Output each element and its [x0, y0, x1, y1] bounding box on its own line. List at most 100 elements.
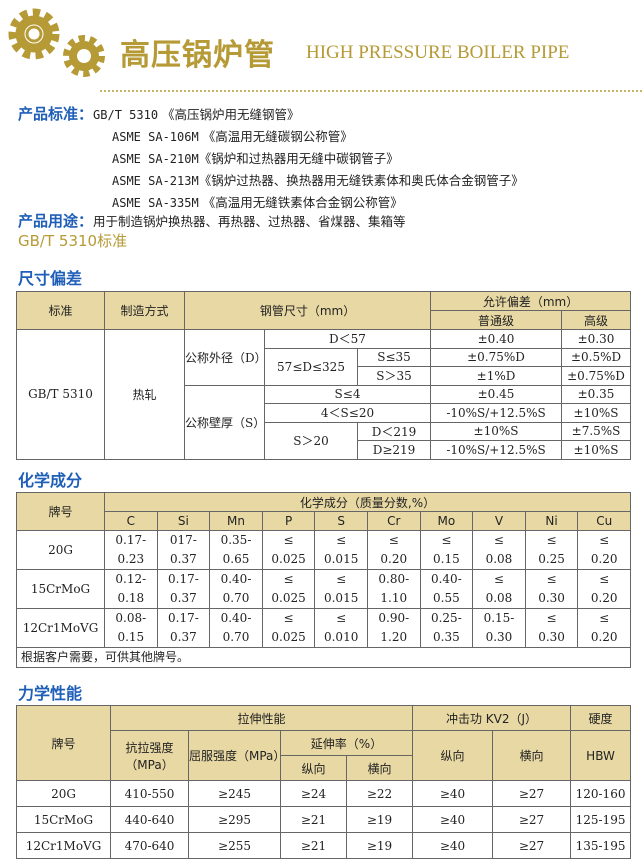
header-hbw: HBW [570, 730, 632, 781]
cell-line: ≤ [336, 533, 347, 547]
cell: ≥40 [412, 780, 494, 807]
standards-line: ASME SA-213M《锅炉过热器、换热器用无缝铁素体和奥氏体合金钢管子》 [112, 170, 524, 189]
cell-line: 0.90- [378, 611, 410, 625]
cell-line: 0.08- [115, 611, 147, 625]
cell-line: ≤ [283, 611, 294, 625]
standard-code: ASME SA-335M [112, 196, 199, 210]
cell: 0.40- 0.70 [209, 569, 263, 609]
header-impact-trans: 横向 [492, 730, 572, 781]
cell-line: ≤ [546, 572, 557, 586]
cell-wt: 公称壁厚（S） [184, 384, 265, 460]
cell-line: 0.15 [433, 552, 460, 566]
section-heading-chem: 化学成分 [18, 471, 83, 490]
cell: ≤0.025 [261, 608, 316, 648]
header-high: 高级 [561, 310, 632, 330]
cell: ≥27 [492, 806, 572, 833]
cell-line: 0.37 [170, 552, 197, 566]
cell: 017- 0.37 [156, 530, 211, 570]
cell-line: 0.12- [115, 572, 147, 586]
standard-code: ASME SA-106M [112, 130, 199, 144]
cell: ≥19 [345, 806, 414, 833]
page-title: 高压锅炉管 [120, 38, 275, 73]
header-hardness: 硬度 [570, 705, 632, 731]
cell: D＜219 [356, 421, 432, 441]
cell-line: 0.20 [590, 591, 618, 605]
header-element: Cu [577, 511, 632, 531]
cell: ≤0.08 [472, 569, 526, 609]
header-trans: 横向 [345, 755, 414, 781]
cell-line: 0.17- [168, 611, 199, 625]
cell-line: ≤ [441, 533, 452, 547]
cell: 0.17- 0.37 [156, 608, 211, 648]
standard-name: 《高压锅炉用无缝钢管》 [162, 107, 300, 122]
cell: 125-195 [570, 806, 632, 833]
section-heading-size: 尺寸偏差 [18, 269, 83, 288]
gears-icon [8, 8, 105, 77]
header-element: V [472, 511, 526, 531]
cell-line: 0.025 [271, 630, 306, 644]
cell: ±1%D [430, 366, 563, 386]
cell-line: 0.30 [538, 630, 565, 644]
cell-line: 0.010 [323, 630, 359, 644]
header-element: Cr [366, 511, 421, 531]
cell: 0.80- 1.10 [366, 569, 421, 609]
cell: ±0.30 [561, 329, 632, 349]
cell-line: 017- [169, 533, 197, 547]
cell-line: 0.18 [117, 591, 145, 605]
cell: ±0.45 [430, 384, 563, 404]
table-row: 12Cr1MoVG 0.08- 0.15 0.17- 0.37 0.40- 0.70 ≤0.0… [16, 608, 632, 648]
cell-line: 0.37 [170, 591, 197, 605]
cell-line: 0.23 [117, 552, 145, 566]
cell-line: 0.35 [433, 630, 460, 644]
cell-line: 0.55 [433, 591, 460, 605]
cell: ≤0.25 [524, 530, 579, 570]
cell: ≥245 [188, 780, 281, 807]
header-group: 化学成分（质量分数,%） [103, 492, 632, 512]
cell: ≤0.08 [472, 530, 526, 570]
cell-line: 0.20 [590, 552, 618, 566]
cell: S＞20 [264, 421, 358, 460]
header-std: 标准 [16, 291, 105, 330]
cell: ≥27 [492, 832, 572, 859]
cell: ±10%S [561, 440, 632, 460]
page-title-en: HIGH PRESSURE BOILER PIPE [306, 42, 570, 63]
standard-name: 《锅炉过热器、换热器用无缝铁素体和奥氏体合金钢管子》 [198, 173, 524, 188]
cell: 470-640 [110, 832, 189, 859]
cell: 20G [16, 780, 111, 807]
standard-name: 《锅炉和过热器用无缝中碳钢管子》 [198, 151, 399, 166]
standards-line: ASME SA-106M 《高温用无缝碳钢公称管》 [112, 126, 353, 145]
cell: 0.40- 0.70 [209, 608, 263, 648]
cell-line: ≤ [283, 572, 294, 586]
cell: ≥21 [280, 806, 347, 833]
standard-code: ASME SA-213M [112, 174, 199, 188]
cell-line: 0.40- [430, 572, 462, 586]
cell-line: 0.37 [170, 630, 197, 644]
header-element: Mo [419, 511, 474, 531]
cell-line: ≤ [493, 533, 504, 547]
cell: 440-640 [110, 806, 189, 833]
cell: ±0.75%D [561, 366, 632, 386]
cell-line: ≤ [336, 572, 347, 586]
page-header: 高压锅炉管 HIGH PRESSURE BOILER PIPE [0, 0, 642, 100]
cell-line: 0.25- [430, 611, 462, 625]
header-grade: 牌号 [16, 705, 111, 781]
cell: ≤0.20 [577, 569, 632, 609]
usage-line: 产品用途：用于制造锅炉换热器、再热器、过热器、省煤器、集箱等 [18, 210, 406, 231]
standard-code: GB/T 5310 [93, 108, 159, 122]
header-method: 制造方式 [104, 291, 185, 330]
cell: 135-195 [570, 832, 632, 859]
cell: ≤0.20 [577, 608, 632, 648]
cell-line: 0.015 [323, 591, 359, 605]
cell: 0.90- 1.20 [366, 608, 421, 648]
cell: -10%S/+12.5%S [430, 440, 563, 460]
header-elongation: 延伸率（%） [279, 730, 414, 756]
cell-line: ≤ [336, 611, 347, 625]
cell: 120-160 [570, 780, 632, 807]
cell-line: 0.40- [220, 611, 252, 625]
header-element: P [261, 511, 316, 531]
cell: D≥219 [356, 440, 432, 460]
header-tensile: 拉伸性能 [109, 705, 414, 731]
cell-line: 0.35- [220, 533, 252, 547]
cell-line: 0.70 [222, 630, 250, 644]
cell-line: 0.70 [222, 591, 250, 605]
